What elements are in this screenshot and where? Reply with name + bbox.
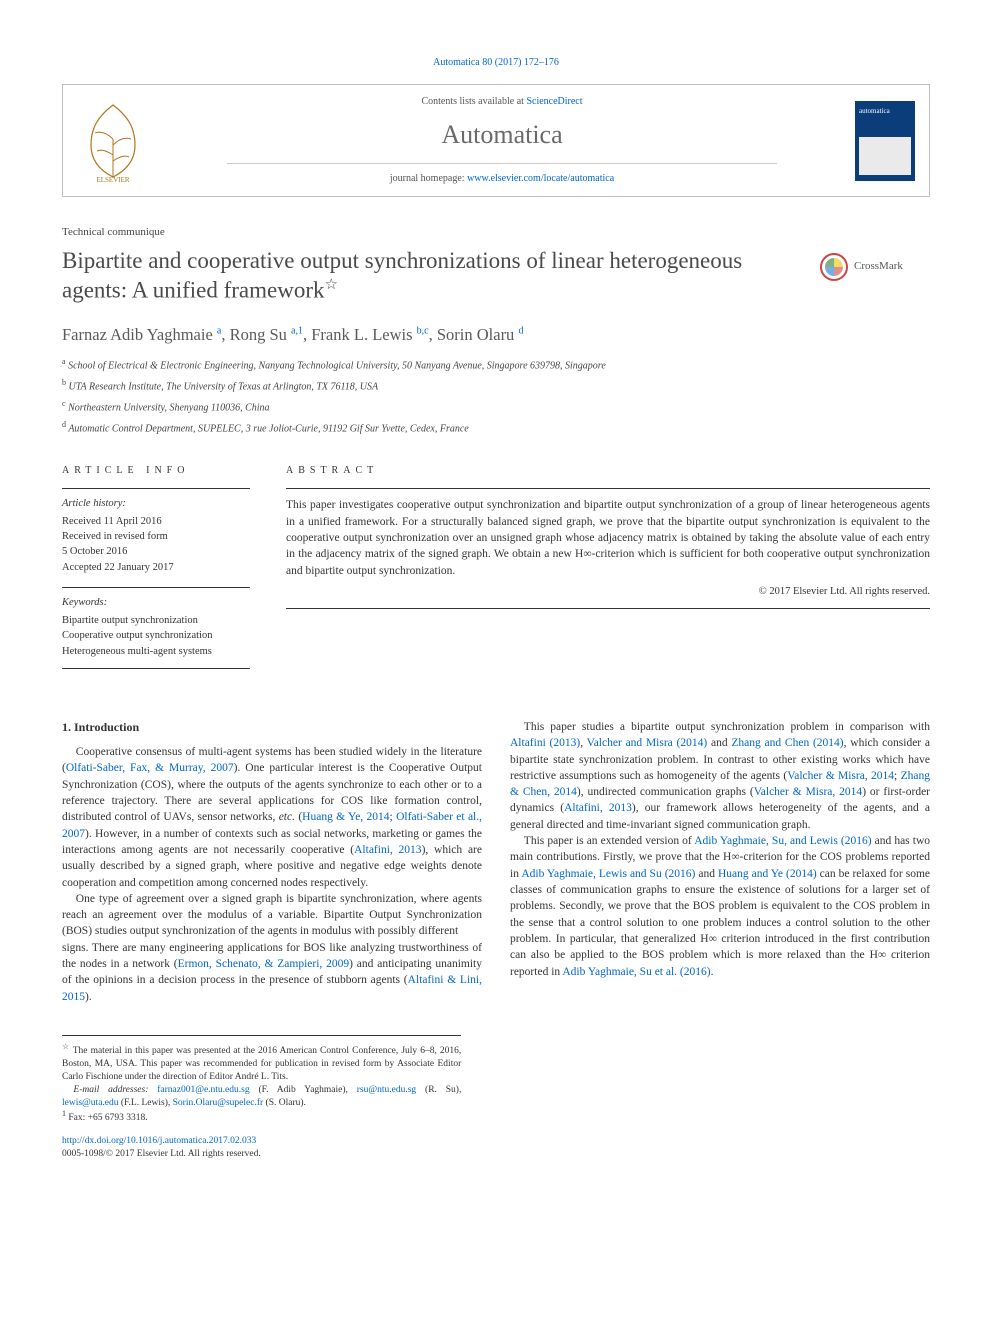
footnote-mark: ☆: [62, 1042, 70, 1051]
contents-line: Contents lists available at ScienceDirec…: [167, 95, 837, 109]
emails-label: E-mail addresses:: [73, 1085, 148, 1095]
abstract-block: ABSTRACT This paper investigates coopera…: [286, 464, 930, 677]
rule: [62, 587, 250, 588]
journal-name: Automatica: [167, 117, 837, 153]
rule: [62, 488, 250, 489]
body-paragraph: Cooperative consensus of multi-agent sys…: [62, 744, 482, 891]
crossmark-badge[interactable]: CrossMark: [820, 253, 930, 281]
affiliations: a School of Electrical & Electronic Engi…: [62, 356, 930, 436]
history-line: Received in revised form: [62, 529, 250, 544]
footnote-fax: 1 Fax: +65 6793 3318.: [62, 1109, 461, 1125]
document-type: Technical communique: [62, 225, 930, 240]
doi-link[interactable]: http://dx.doi.org/10.1016/j.automatica.2…: [62, 1136, 256, 1146]
svg-text:ELSEVIER: ELSEVIER: [96, 176, 129, 183]
body-paragraph: This paper studies a bipartite output sy…: [510, 719, 930, 833]
abstract-heading: ABSTRACT: [286, 464, 930, 478]
homepage-prefix: journal homepage:: [390, 173, 467, 184]
abstract-copyright: © 2017 Elsevier Ltd. All rights reserved…: [286, 585, 930, 600]
journal-header-box: ELSEVIER Contents lists available at Sci…: [62, 84, 930, 197]
footnotes-block: ☆ The material in this paper was present…: [62, 1035, 461, 1161]
history-label: Article history:: [62, 497, 250, 512]
homepage-line: journal homepage: www.elsevier.com/locat…: [167, 172, 837, 186]
keyword: Heterogeneous multi-agent systems: [62, 644, 250, 660]
header-rule: [227, 163, 777, 164]
author: Frank L. Lewis b,c: [311, 325, 428, 344]
top-citation: Automatica 80 (2017) 172–176: [62, 56, 930, 70]
abstract-text: This paper investigates cooperative outp…: [286, 497, 930, 579]
affiliation: b UTA Research Institute, The University…: [62, 377, 930, 395]
issn-line: 0005-1098/© 2017 Elsevier Ltd. All right…: [62, 1149, 261, 1159]
footnote-mark: 1: [62, 1109, 66, 1118]
keyword: Cooperative output synchronization: [62, 628, 250, 644]
author: Rong Su a,1: [230, 325, 303, 344]
title-text: Bipartite and cooperative output synchro…: [62, 248, 742, 302]
body-paragraph: This paper is an extended version of Adi…: [510, 833, 930, 980]
homepage-link[interactable]: www.elsevier.com/locate/automatica: [467, 173, 614, 184]
rule: [286, 608, 930, 609]
article-info-block: ARTICLE INFO Article history: Received 1…: [62, 464, 250, 677]
authors-line: Farnaz Adib Yaghmaie a, Rong Su a,1, Fra…: [62, 323, 930, 346]
affiliation: d Automatic Control Department, SUPELEC,…: [62, 419, 930, 437]
contents-prefix: Contents lists available at: [421, 96, 526, 107]
affiliation: a School of Electrical & Electronic Engi…: [62, 356, 930, 374]
email-who: (F.L. Lewis): [121, 1098, 168, 1108]
rule: [62, 668, 250, 669]
citation-link[interactable]: Automatica 80 (2017) 172–176: [433, 57, 559, 68]
elsevier-logo: ELSEVIER: [77, 99, 149, 183]
history-line: 5 October 2016: [62, 544, 250, 559]
email-link[interactable]: lewis@uta.edu: [62, 1098, 119, 1108]
header-center: Contents lists available at ScienceDirec…: [167, 95, 837, 186]
journal-cover-thumbnail: [855, 101, 915, 181]
email-who: (R. Su): [425, 1085, 459, 1095]
history-line: Received 11 April 2016: [62, 514, 250, 529]
title-footnote-mark: ☆: [325, 277, 338, 293]
email-who: (F. Adib Yaghmaie): [258, 1085, 345, 1095]
body-paragraph: signs. There are many engineering applic…: [62, 940, 482, 1005]
footnote-text: The material in this paper was presented…: [62, 1046, 461, 1082]
article-info-heading: ARTICLE INFO: [62, 464, 250, 478]
body-two-column: 1. Introduction Cooperative consensus of…: [62, 719, 930, 1005]
affiliation: c Northeastern University, Shenyang 1100…: [62, 398, 930, 416]
article-title: Bipartite and cooperative output synchro…: [62, 247, 800, 305]
footnote-emails: E-mail addresses: farnaz001@e.ntu.edu.sg…: [62, 1084, 461, 1110]
email-who: (S. Olaru): [266, 1098, 304, 1108]
fax-text: Fax: +65 6793 3318.: [68, 1114, 147, 1124]
email-link[interactable]: rsu@ntu.edu.sg: [357, 1085, 416, 1095]
keywords-label: Keywords:: [62, 596, 250, 611]
crossmark-icon: [820, 253, 848, 281]
email-link[interactable]: Sorin.Olaru@supelec.fr: [173, 1098, 264, 1108]
crossmark-label: CrossMark: [854, 259, 903, 274]
body-paragraph: One type of agreement over a signed grap…: [62, 891, 482, 940]
email-link[interactable]: farnaz001@e.ntu.edu.sg: [157, 1085, 249, 1095]
footnote-star: ☆ The material in this paper was present…: [62, 1042, 461, 1084]
doi-block: http://dx.doi.org/10.1016/j.automatica.2…: [62, 1135, 461, 1161]
section-heading: 1. Introduction: [62, 719, 482, 736]
rule: [286, 488, 930, 489]
history-line: Accepted 22 January 2017: [62, 560, 250, 575]
sciencedirect-link[interactable]: ScienceDirect: [526, 96, 582, 107]
keyword: Bipartite output synchronization: [62, 613, 250, 629]
author: Sorin Olaru d: [437, 325, 524, 344]
author: Farnaz Adib Yaghmaie a: [62, 325, 221, 344]
